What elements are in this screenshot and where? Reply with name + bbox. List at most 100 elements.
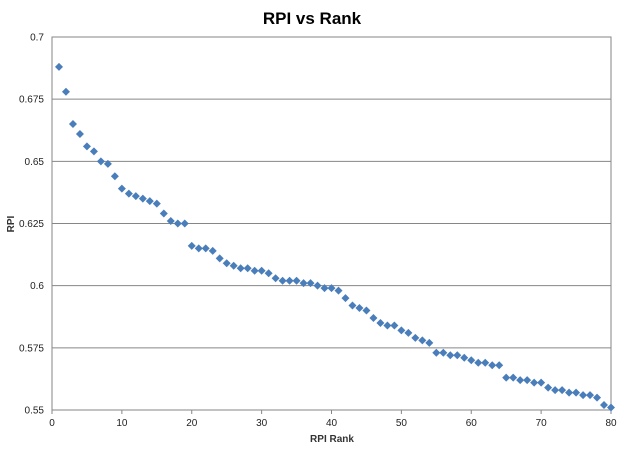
data-point xyxy=(152,199,161,208)
data-point xyxy=(411,333,420,342)
y-tick-label: 0.675 xyxy=(19,95,44,106)
data-point xyxy=(236,264,245,273)
y-tick-label: 0.625 xyxy=(19,219,44,230)
y-axis-ticks: 0.55 0.575 0.6 0.625 0.65 0.675 0.7 xyxy=(19,33,44,417)
data-point xyxy=(579,391,588,400)
data-point xyxy=(54,62,63,71)
data-point xyxy=(607,403,615,412)
data-point xyxy=(397,326,406,335)
data-point xyxy=(523,376,532,385)
data-point xyxy=(264,269,273,278)
data-point xyxy=(404,328,413,337)
data-point xyxy=(243,264,252,273)
y-tick-label: 0.65 xyxy=(25,157,45,168)
data-point xyxy=(425,338,434,347)
data-point xyxy=(103,159,112,168)
data-point xyxy=(383,321,392,330)
data-point xyxy=(334,286,343,295)
data-point xyxy=(138,194,147,203)
data-point xyxy=(565,388,574,397)
data-point xyxy=(292,276,301,285)
data-point xyxy=(271,274,280,283)
data-point xyxy=(530,378,539,387)
y-tick-label: 0.7 xyxy=(30,33,44,44)
data-point xyxy=(229,261,238,270)
x-tick-label: 50 xyxy=(396,418,408,429)
data-point xyxy=(481,358,490,367)
data-point xyxy=(453,351,462,360)
data-point xyxy=(124,189,133,198)
data-point xyxy=(215,254,224,263)
y-tick-label: 0.55 xyxy=(25,406,45,417)
x-tick-label: 60 xyxy=(466,418,478,429)
data-point xyxy=(173,219,182,228)
data-point xyxy=(488,361,497,370)
data-point xyxy=(131,192,140,201)
data-point xyxy=(299,279,308,288)
y-tick-label: 0.575 xyxy=(19,343,44,354)
grid-lines xyxy=(52,36,611,411)
data-point xyxy=(82,142,91,151)
data-point xyxy=(222,259,231,268)
data-point xyxy=(327,284,336,293)
data-point xyxy=(166,217,175,226)
data-point xyxy=(439,348,448,357)
data-point xyxy=(180,219,189,228)
x-tick-label: 30 xyxy=(256,418,268,429)
data-point xyxy=(355,304,364,313)
data-point xyxy=(313,281,322,290)
data-point xyxy=(68,120,77,129)
data-point xyxy=(117,184,126,193)
data-point xyxy=(460,353,469,362)
data-point xyxy=(432,348,441,357)
data-point xyxy=(320,284,329,293)
data-point xyxy=(250,266,259,275)
data-point xyxy=(285,276,294,285)
data-point xyxy=(516,376,525,385)
data-point xyxy=(495,361,504,370)
data-point xyxy=(341,294,350,303)
data-points xyxy=(54,62,615,412)
chart-title: RPI vs Rank xyxy=(263,9,362,28)
data-point xyxy=(586,391,595,400)
data-point xyxy=(544,383,553,392)
data-point xyxy=(467,356,476,365)
data-point xyxy=(208,246,217,255)
data-point xyxy=(474,358,483,367)
data-point xyxy=(306,279,315,288)
x-axis-ticks: 0 10 20 30 40 50 60 70 80 xyxy=(49,410,617,429)
data-point xyxy=(89,147,98,156)
data-point xyxy=(446,351,455,360)
data-point xyxy=(201,244,210,253)
y-axis-label: RPI xyxy=(6,215,17,232)
data-point xyxy=(110,172,119,181)
data-point xyxy=(159,209,168,218)
x-tick-label: 40 xyxy=(326,418,338,429)
data-point xyxy=(509,373,518,382)
data-point xyxy=(558,386,567,395)
data-point xyxy=(418,336,427,345)
data-point xyxy=(194,244,203,253)
data-point xyxy=(96,157,105,166)
data-point xyxy=(257,266,266,275)
data-point xyxy=(348,301,357,310)
data-point xyxy=(502,373,511,382)
data-point xyxy=(187,241,196,250)
data-point xyxy=(61,87,70,96)
data-point xyxy=(537,378,546,387)
data-point xyxy=(369,313,378,322)
x-tick-label: 0 xyxy=(49,418,55,429)
x-tick-label: 10 xyxy=(116,418,128,429)
data-point xyxy=(278,276,287,285)
data-point xyxy=(551,386,560,395)
x-tick-label: 70 xyxy=(536,418,548,429)
data-point xyxy=(75,129,84,138)
data-point xyxy=(390,321,399,330)
x-axis-label: RPI Rank xyxy=(310,434,354,445)
x-tick-label: 80 xyxy=(605,418,617,429)
data-point xyxy=(572,388,581,397)
data-point xyxy=(362,306,371,315)
data-point xyxy=(376,318,385,327)
data-point xyxy=(145,197,154,206)
